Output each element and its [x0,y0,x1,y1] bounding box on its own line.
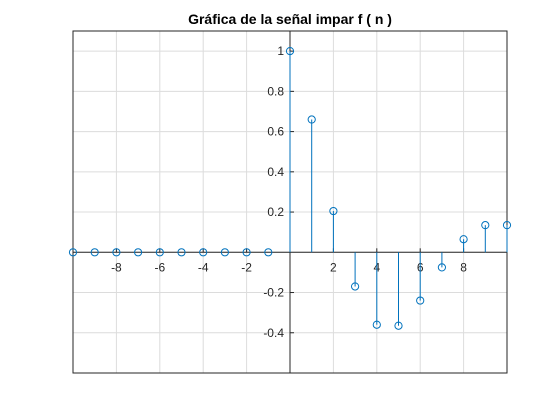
stem-marker [134,248,143,257]
stem-marker [394,321,403,330]
y-tick-label: 0.6 [267,125,284,139]
y-tick-label: 0.4 [267,165,284,179]
stem-marker [437,263,446,272]
y-tick-label: 0.8 [267,84,284,98]
stem-marker [416,296,425,305]
x-tick-label: -4 [198,260,209,274]
y-tick-label: 0.2 [267,205,284,219]
x-tick-label: 8 [460,260,467,274]
stem-marker [112,248,121,257]
stem-marker [285,47,295,56]
y-tick-label: -0.4 [263,326,284,340]
stem-marker [177,248,186,257]
stem-marker [155,248,164,257]
stem-marker [329,206,338,216]
stem-marker [372,320,381,329]
y-tick-label: 1 [277,44,284,58]
stem-marker [459,235,468,244]
chart-title: Gráfica de la señal impar f ( n ) [188,11,392,27]
stem-marker [220,248,229,257]
stem-marker [68,248,78,257]
x-tick-label: 2 [330,260,337,274]
stem-marker [90,248,99,257]
y-tick-label: -0.2 [263,286,284,300]
plot-area: -8-6-4-22468-0.4-0.20.20.40.60.81 [68,30,512,374]
stem-marker [351,282,360,291]
stem-marker [264,248,273,257]
stem-marker [307,115,316,124]
stem-marker [242,248,251,257]
x-tick-label: -8 [111,260,122,274]
stem-marker [199,248,208,257]
x-tick-label: -6 [154,260,165,274]
stem-marker [502,221,512,230]
x-tick-label: -2 [241,260,252,274]
stem-marker [481,221,490,230]
